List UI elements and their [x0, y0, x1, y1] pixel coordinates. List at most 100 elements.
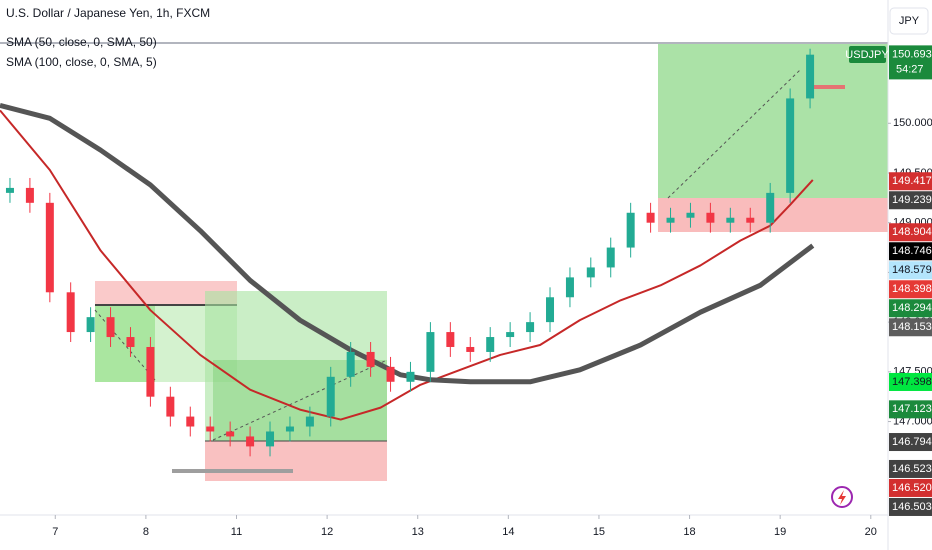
price-badge — [889, 242, 932, 261]
candle-body — [526, 322, 535, 333]
sma-line — [0, 102, 815, 385]
candle-body — [386, 366, 395, 382]
candle-body — [206, 426, 215, 432]
currency-label[interactable]: JPY — [899, 15, 920, 27]
price-badge — [889, 478, 932, 497]
candle-body — [686, 212, 695, 218]
plot — [0, 48, 815, 457]
price-badge-label: 146.794 — [892, 436, 932, 448]
candle-body — [226, 431, 235, 437]
price-badge-label: 148.398 — [892, 283, 932, 295]
x-tick-label: 14 — [502, 526, 514, 538]
candle-body — [86, 317, 95, 333]
x-tick-label: 19 — [774, 526, 786, 538]
candle-body — [666, 217, 675, 223]
candle-body — [726, 217, 735, 223]
candle-body — [366, 351, 375, 367]
price-badge-label: 148.746 — [892, 245, 932, 257]
long-box — [658, 43, 888, 198]
price-badge — [889, 318, 932, 337]
x-tick-label: 7 — [52, 526, 58, 538]
alert-icon[interactable] — [838, 490, 846, 505]
candle-body — [565, 277, 574, 298]
candle-body — [406, 371, 415, 382]
price-badge — [889, 223, 932, 242]
candle-body — [446, 332, 455, 347]
price-badge-label: 146.520 — [892, 482, 932, 494]
candle-body — [706, 212, 715, 223]
y-tick-label: 147.000 — [893, 415, 932, 427]
price-badge — [889, 172, 932, 191]
x-tick-label: 20 — [865, 526, 877, 538]
candle-body — [626, 212, 635, 248]
candle-body — [166, 396, 175, 417]
candle-body — [285, 426, 294, 432]
candle-body — [326, 376, 335, 417]
candle-body — [305, 416, 314, 427]
price-badge-label: 150.693 — [892, 48, 932, 60]
candle-body — [266, 431, 275, 447]
candle-body — [126, 337, 135, 347]
price-badge-label: 149.417 — [892, 175, 932, 187]
trend-dash — [212, 359, 388, 441]
candle-body — [546, 297, 555, 323]
candle-body — [246, 436, 255, 447]
x-tick-label: 12 — [321, 526, 333, 538]
candle-body — [25, 187, 34, 203]
price-badge — [889, 433, 932, 452]
price-badge-label: 148.294 — [892, 302, 932, 314]
x-tick-label: 13 — [412, 526, 424, 538]
candle-body — [106, 317, 115, 338]
long-box — [95, 305, 155, 382]
candle-body — [346, 351, 355, 377]
price-badge-label: 148.904 — [892, 226, 932, 238]
x-tick-label: 8 — [143, 526, 149, 538]
price-badge-label: 149.239 — [892, 194, 932, 206]
candle-body — [426, 332, 435, 372]
x-tick-label: 11 — [231, 526, 242, 538]
price-badge — [889, 372, 932, 391]
drawings — [0, 42, 888, 481]
symbol-label: USDJPY — [845, 49, 889, 61]
price-badge-label: 147.123 — [892, 403, 932, 415]
legend-entry[interactable]: SMA (50, close, 0, SMA, 50) — [6, 35, 157, 49]
candle-body — [806, 54, 815, 99]
candle-body — [506, 332, 515, 338]
trend-dash — [667, 69, 801, 199]
candle-body — [766, 192, 775, 223]
candle-body — [45, 202, 54, 293]
x-tick-label: 18 — [683, 526, 695, 538]
legend-entry[interactable]: SMA (100, close, 0, SMA, 5) — [6, 55, 157, 69]
candle-body — [606, 247, 615, 268]
price-badge — [889, 497, 932, 516]
candle-body — [5, 187, 14, 193]
price-badge-label: 146.503 — [892, 501, 932, 513]
candle-body — [466, 346, 475, 352]
countdown: 54:27 — [896, 63, 924, 75]
price-badge-label: 148.579 — [892, 264, 932, 276]
long-box — [213, 360, 387, 441]
candle-body — [146, 346, 155, 397]
price-badge — [889, 191, 932, 210]
price-badge — [889, 400, 932, 419]
symbol-tag — [849, 46, 886, 63]
candle-body — [586, 267, 595, 278]
alert-icon[interactable] — [831, 486, 853, 508]
price-badge — [889, 45, 932, 80]
chart-title: U.S. Dollar / Japanese Yen, 1h, FXCM — [6, 6, 210, 20]
y-tick-label: 150.000 — [893, 117, 932, 129]
candle-body — [66, 292, 75, 333]
currency-button[interactable] — [889, 7, 929, 35]
candle-body — [646, 212, 655, 223]
price-badge — [889, 261, 932, 280]
candle-body — [186, 416, 195, 427]
candle-body — [486, 337, 495, 352]
price-badge-label: 148.153 — [892, 321, 932, 333]
sma-line — [0, 109, 814, 421]
price-badge — [889, 459, 932, 478]
stop-box — [205, 441, 387, 481]
x-tick-label: 15 — [593, 526, 605, 538]
price-badge — [889, 299, 932, 318]
candle-body — [746, 217, 755, 223]
